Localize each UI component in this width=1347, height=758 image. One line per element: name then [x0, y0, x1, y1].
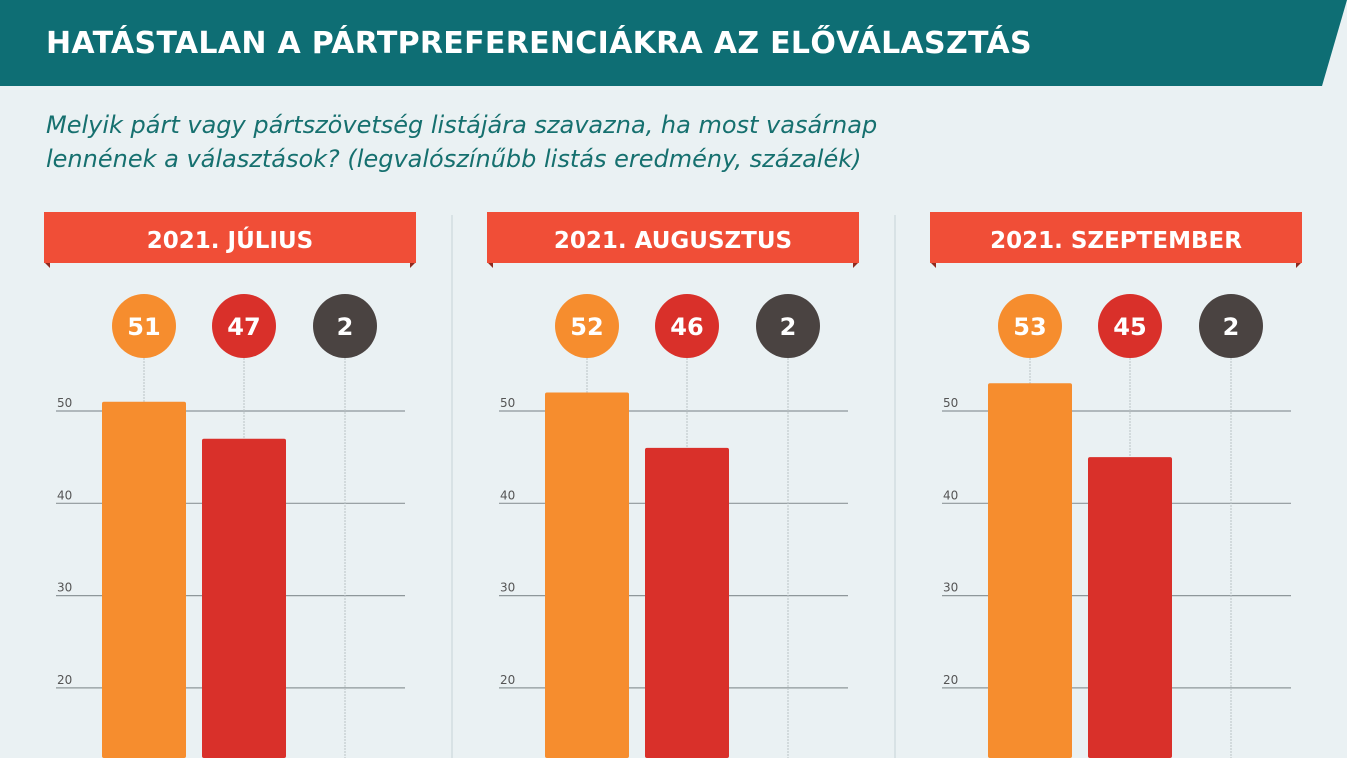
data-label: 45: [1113, 313, 1146, 341]
bar: [545, 392, 629, 758]
data-label: 52: [570, 313, 603, 341]
month-label: 2021. AUGUSZTUS: [554, 228, 792, 254]
data-label: 2: [337, 313, 354, 341]
month-label: 2021. JÚLIUS: [147, 226, 313, 254]
y-tick-label: 50: [500, 396, 515, 410]
subtitle-line-2: lennének a választások? (legvalószínűbb …: [46, 145, 862, 173]
value-bubble: [998, 294, 1062, 358]
data-label: 46: [670, 313, 703, 341]
bar: [102, 401, 186, 758]
data-label: 2: [780, 313, 797, 341]
data-label: 51: [127, 313, 160, 341]
value-bubble: [756, 294, 820, 358]
data-label: 53: [1013, 313, 1046, 341]
y-tick-label: 20: [500, 673, 515, 687]
bar: [202, 438, 286, 758]
banner-fold: [44, 262, 50, 268]
y-tick-label: 40: [943, 488, 958, 502]
y-tick-label: 30: [57, 581, 72, 595]
header-bar: [0, 0, 1347, 86]
value-bubble: [212, 294, 276, 358]
page-title: HATÁSTALAN A PÁRTPREFERENCIÁKRA AZ ELŐVÁ…: [46, 26, 1032, 61]
value-bubble: [313, 294, 377, 358]
y-tick-label: 30: [943, 581, 958, 595]
header-background: [0, 0, 1347, 86]
banner-fold: [1296, 262, 1302, 268]
subtitle-line-1: Melyik párt vagy pártszövetség listájára…: [46, 111, 878, 139]
value-bubble: [1199, 294, 1263, 358]
data-label: 2: [1223, 313, 1240, 341]
y-tick-label: 40: [500, 488, 515, 502]
data-label: 47: [227, 313, 260, 341]
value-bubble: [1098, 294, 1162, 358]
bar: [645, 447, 729, 758]
bar: [1088, 457, 1172, 758]
y-tick-label: 50: [57, 396, 72, 410]
banner-fold: [930, 262, 936, 268]
chart-panel-1: 2021. JÚLIUS 20 30 40 50 51 47 2: [44, 212, 416, 758]
chart-panel-3: 2021. SZEPTEMBER 20 30 40 50 53 45 2: [894, 212, 1302, 758]
y-tick-label: 40: [57, 488, 72, 502]
month-banner: [44, 212, 416, 263]
banner-fold: [410, 262, 416, 268]
month-banner: [930, 212, 1302, 263]
month-banner: [487, 212, 859, 263]
value-bubble: [112, 294, 176, 358]
page-subtitle: Melyik párt vagy pártszövetség listájára…: [46, 108, 1246, 176]
y-tick-label: 50: [943, 396, 958, 410]
banner-fold: [487, 262, 493, 268]
y-tick-label: 20: [943, 673, 958, 687]
chart-panel-2: 2021. AUGUSZTUS 20 30 40 50 52 46 2: [451, 212, 859, 758]
value-bubble: [555, 294, 619, 358]
month-label: 2021. SZEPTEMBER: [990, 228, 1242, 254]
bar: [988, 383, 1072, 758]
y-tick-label: 20: [57, 673, 72, 687]
banner-fold: [853, 262, 859, 268]
y-tick-label: 30: [500, 581, 515, 595]
value-bubble: [655, 294, 719, 358]
